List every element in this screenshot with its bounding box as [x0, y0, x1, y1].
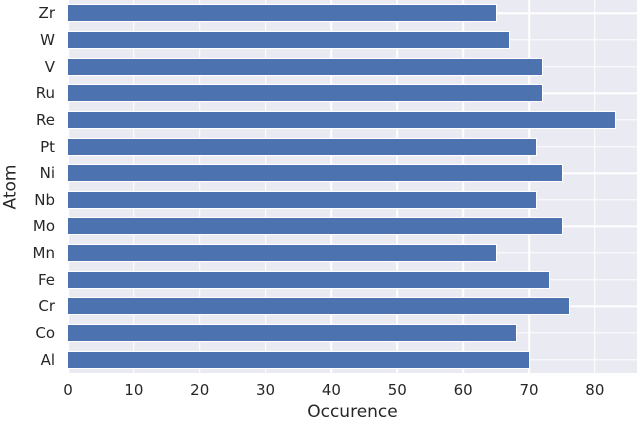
bar-nb — [67, 190, 537, 209]
bar-v — [66, 57, 544, 76]
y-tick-label-ni: Ni — [39, 164, 55, 183]
x-gridline-10 — [133, 0, 135, 373]
x-tick-label-50: 50 — [387, 381, 407, 399]
y-tick-label-mn: Mn — [32, 244, 55, 263]
x-gridline-0 — [67, 0, 69, 373]
x-tick-label-40: 40 — [321, 381, 341, 399]
x-tick-label-20: 20 — [190, 381, 210, 399]
y-tick-label-cr: Cr — [38, 297, 55, 316]
y-tick-label-pt: Pt — [40, 137, 55, 156]
x-tick-label-10: 10 — [124, 381, 144, 399]
y-tick-label-nb: Nb — [34, 190, 55, 209]
y-tick-label-v: V — [44, 57, 55, 76]
x-axis-title: Occurence — [307, 402, 398, 422]
bar-ni — [67, 164, 563, 183]
x-tick-labels: 0 10 20 30 40 50 60 70 80 — [63, 381, 637, 401]
y-tick-label-w: W — [40, 30, 55, 49]
bar-re — [67, 110, 616, 129]
bar-pt — [67, 137, 537, 156]
x-tick-label-70: 70 — [519, 381, 539, 399]
y-tick-label-zr: Zr — [38, 4, 55, 23]
x-gridline-60 — [462, 0, 464, 373]
x-gridline-70 — [528, 0, 530, 373]
bar-cr — [67, 297, 570, 316]
bar-al — [67, 350, 530, 369]
bar-w — [66, 30, 511, 49]
x-tick-label-60: 60 — [453, 381, 473, 399]
y-tick-label-ru: Ru — [35, 84, 55, 103]
plot-area — [66, 0, 637, 373]
y-tick-label-al: Al — [40, 350, 55, 369]
bar-fe — [67, 270, 550, 289]
y-tick-labels: Zr W V Ru Re Pt Ni Nb Mo Mn Fe Cr Co Al — [0, 0, 55, 373]
x-gridline-80 — [594, 0, 596, 373]
y-tick-label-mo: Mo — [32, 217, 55, 236]
bar-co — [67, 324, 517, 343]
x-gridline-40 — [330, 0, 333, 373]
bar-mn — [66, 244, 498, 263]
y-tick-label-re: Re — [36, 110, 55, 129]
x-tick-label-30: 30 — [256, 381, 276, 399]
x-gridline-50 — [396, 0, 399, 373]
bar-mo — [67, 217, 563, 236]
x-gridline-20 — [198, 0, 201, 373]
x-gridline-30 — [264, 0, 267, 373]
y-tick-label-fe: Fe — [37, 270, 55, 289]
bar-ru — [66, 84, 544, 103]
y-tick-label-co: Co — [35, 324, 55, 343]
x-tick-label-0: 0 — [63, 381, 73, 399]
bar-zr — [66, 4, 498, 23]
x-tick-label-80: 80 — [585, 381, 605, 399]
